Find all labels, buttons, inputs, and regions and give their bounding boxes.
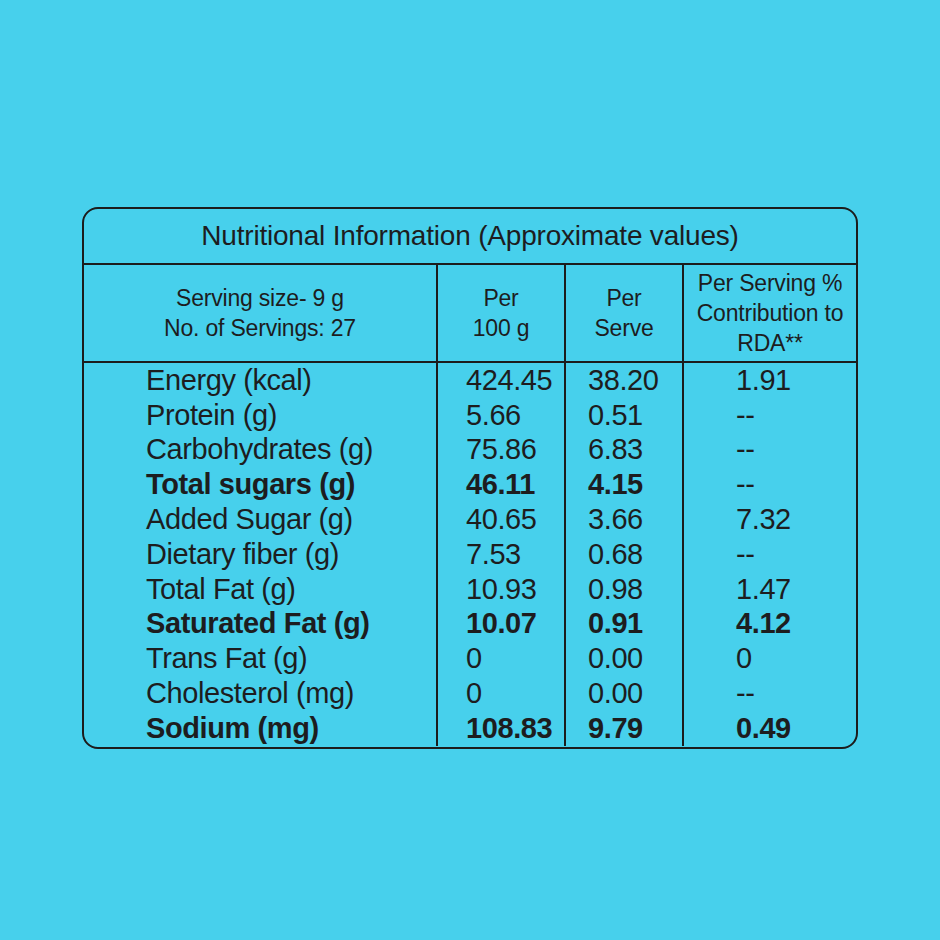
per-serve-value: 0.68: [564, 537, 682, 572]
rda-value: --: [682, 398, 856, 433]
rda-value: 1.47: [682, 572, 856, 607]
rda-value: 0: [682, 641, 856, 676]
rda-value: --: [682, 467, 856, 502]
per-100g-value: 46.11: [436, 467, 564, 502]
per-100g-value: 10.07: [436, 607, 564, 642]
per-serve-value: 0.00: [564, 641, 682, 676]
per-100g-value: 40.65: [436, 502, 564, 537]
rda-value: 0.49: [682, 711, 856, 746]
rda-value: --: [682, 433, 856, 468]
rda-value: 4.12: [682, 607, 856, 642]
table-header-row: Serving size- 9 g No. of Servings: 27 Pe…: [84, 265, 856, 363]
label-background: Nutritional Information (Approximate val…: [0, 0, 940, 940]
per-serve-value: 0.51: [564, 398, 682, 433]
nutrient-label: Saturated Fat (g): [84, 607, 436, 642]
per-serve-value: 4.15: [564, 467, 682, 502]
per-100g-value: 108.83: [436, 711, 564, 746]
per-100g-value: 10.93: [436, 572, 564, 607]
nutrient-label: Trans Fat (g): [84, 641, 436, 676]
header-per-100g: Per 100 g: [436, 265, 564, 363]
nutrient-label: Protein (g): [84, 398, 436, 433]
rda-value: --: [682, 537, 856, 572]
per-serve-value: 3.66: [564, 502, 682, 537]
per-100g-value: 0: [436, 676, 564, 711]
per-serve-value: 6.83: [564, 433, 682, 468]
nutrient-label: Dietary fiber (g): [84, 537, 436, 572]
nutrient-label: Sodium (mg): [84, 711, 436, 746]
servings-count-line: No. of Servings: 27: [164, 313, 356, 343]
serving-size-line: Serving size- 9 g: [176, 283, 344, 313]
header-per-serve: Per Serve: [564, 265, 682, 363]
per-100g-value: 5.66: [436, 398, 564, 433]
per-serve-value: 0.00: [564, 676, 682, 711]
per-serve-value: 9.79: [564, 711, 682, 746]
per-serve-value: 0.91: [564, 607, 682, 642]
per-serve-value: 0.98: [564, 572, 682, 607]
per-100g-value: 75.86: [436, 433, 564, 468]
per-100g-value: 424.45: [436, 363, 564, 398]
table-title: Nutritional Information (Approximate val…: [84, 209, 856, 265]
header-rda-contribution: Per Serving % Contribution to RDA**: [682, 265, 856, 363]
per-100g-value: 7.53: [436, 537, 564, 572]
rda-value: 1.91: [682, 363, 856, 398]
per-100g-value: 0: [436, 641, 564, 676]
per-serve-value: 38.20: [564, 363, 682, 398]
table-body: Energy (kcal) 424.45 38.20 1.91 Protein …: [84, 363, 856, 746]
nutrient-label: Total Fat (g): [84, 572, 436, 607]
nutrient-label: Carbohydrates (g): [84, 433, 436, 468]
nutrient-label: Cholesterol (mg): [84, 676, 436, 711]
rda-value: --: [682, 676, 856, 711]
nutrition-table: Nutritional Information (Approximate val…: [82, 207, 858, 749]
header-serving-size: Serving size- 9 g No. of Servings: 27: [84, 265, 436, 363]
rda-value: 7.32: [682, 502, 856, 537]
nutrient-label: Added Sugar (g): [84, 502, 436, 537]
nutrient-label: Energy (kcal): [84, 363, 436, 398]
nutrient-label: Total sugars (g): [84, 467, 436, 502]
